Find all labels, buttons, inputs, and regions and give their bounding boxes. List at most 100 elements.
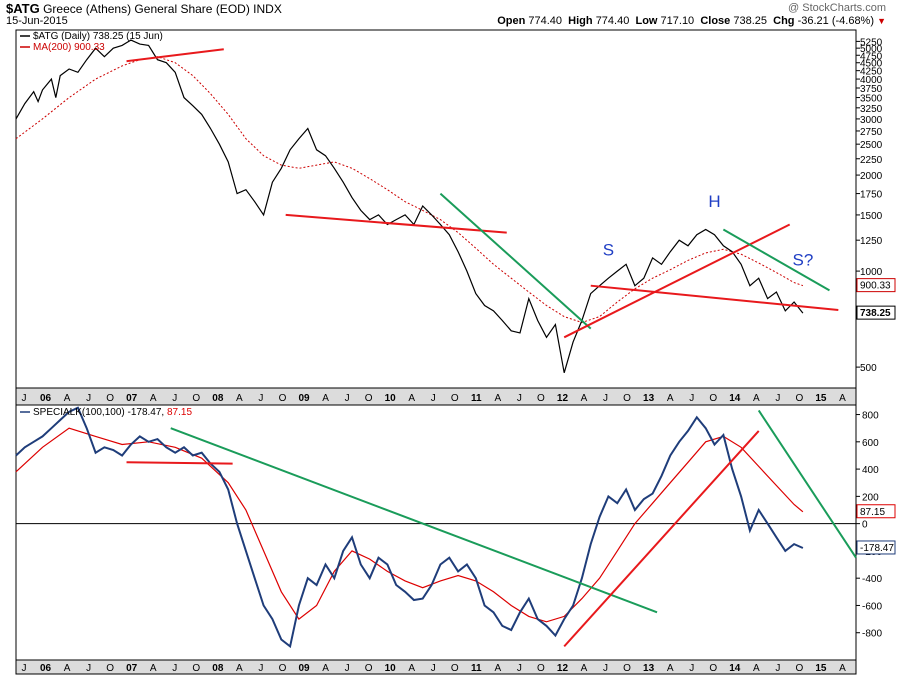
price-y-tick-label: 2000 — [860, 171, 883, 182]
price-month-tick: 11 — [471, 393, 482, 404]
price-month-tick: A — [495, 393, 502, 404]
indicator-y-tick-label: 800 — [862, 411, 879, 422]
indicator-month-tick: 12 — [557, 663, 569, 674]
close-value: 738.25 — [733, 15, 767, 27]
price-trendline-green — [722, 228, 830, 292]
price-month-tick: O — [279, 393, 287, 404]
price-month-tick: 14 — [729, 393, 741, 404]
indicator-y-tick-label: 0 — [862, 520, 868, 531]
indicator-trendline-green — [170, 427, 658, 614]
price-trendline-red — [563, 223, 791, 339]
indicator-month-tick: A — [150, 663, 157, 674]
high-label: High — [568, 15, 593, 27]
indicator-month-tick: J — [86, 663, 91, 674]
indicator-panel-frame — [15, 404, 857, 661]
indicator-month-tick: 13 — [643, 663, 655, 674]
price-y-tick-label: 4000 — [860, 75, 883, 86]
low-label: Low — [635, 15, 658, 27]
price-y-tick-label: 2250 — [860, 155, 883, 166]
pattern-label: S — [603, 240, 614, 259]
price-y-tick-label: 4500 — [860, 59, 883, 70]
chg-label: Chg — [773, 15, 795, 27]
specialk-value-callout: -178.47 — [856, 540, 896, 555]
price-month-tick: A — [150, 393, 157, 404]
indicator-y-tick-label: 400 — [862, 465, 879, 476]
indicator-month-tick: A — [581, 663, 588, 674]
price-y-tick-label: 3250 — [860, 104, 883, 115]
indicator-month-tick: O — [709, 663, 717, 674]
indicator-month-tick: O — [365, 663, 373, 674]
price-y-tick-label: 2750 — [860, 127, 883, 138]
indicator-trendline-red — [126, 461, 233, 465]
indicator-month-tick: O — [537, 663, 545, 674]
price-month-tick: 09 — [298, 393, 310, 404]
price-month-tick: O — [623, 393, 631, 404]
indicator-trendline-green — [757, 409, 857, 559]
symbol-name: Greece (Athens) General Share (EOD) — [43, 2, 250, 16]
price-month-tick: O — [106, 393, 114, 404]
price-month-tick: O — [709, 393, 717, 404]
indicator-month-tick: 10 — [385, 663, 397, 674]
specialk-line — [15, 406, 804, 649]
price-month-tick: J — [86, 393, 91, 404]
price-month-tick: A — [581, 393, 588, 404]
price-month-tick: O — [451, 393, 459, 404]
symbol-title: $ATG Greece (Athens) General Share (EOD)… — [6, 1, 282, 16]
price-value-callout: 738.25 — [856, 305, 896, 320]
legend-entry: $ATG (Daily) 738.25 (15 Jun) — [33, 31, 163, 42]
price-month-tick: J — [431, 393, 436, 404]
price-month-tick: A — [64, 393, 71, 404]
pattern-label: H — [708, 192, 720, 211]
exchange: INDX — [253, 2, 282, 16]
price-month-tick: A — [753, 393, 760, 404]
indicator-month-tick: A — [322, 663, 329, 674]
price-y-tick-label: 1250 — [860, 236, 883, 247]
signal-line — [15, 427, 804, 623]
price-month-tick: 12 — [557, 393, 569, 404]
price-month-tick: J — [517, 393, 522, 404]
indicator-month-tick: 15 — [815, 663, 827, 674]
price-month-tick: J — [258, 393, 263, 404]
price-month-tick: 10 — [385, 393, 397, 404]
price-month-tick: J — [603, 393, 608, 404]
svg-text:-178.47: -178.47 — [860, 543, 894, 554]
svg-text:900.33: 900.33 — [860, 281, 891, 292]
price-y-tick-label: 4250 — [860, 67, 883, 78]
watermark: @ StockCharts.com — [788, 2, 886, 14]
indicator-month-tick: J — [517, 663, 522, 674]
indicator-month-tick: 06 — [40, 663, 52, 674]
indicator-month-tick: A — [839, 663, 846, 674]
indicator-month-tick: A — [495, 663, 502, 674]
price-y-tick-label: 3500 — [860, 94, 883, 105]
price-y-tick-label: 3000 — [860, 115, 883, 126]
indicator-month-tick: J — [172, 663, 177, 674]
open-label: Open — [497, 15, 526, 27]
price-month-tick: 08 — [212, 393, 224, 404]
price-month-tick: O — [537, 393, 545, 404]
ma200-line — [15, 56, 804, 324]
price-panel-frame — [15, 29, 857, 389]
price-month-tick: J — [345, 393, 350, 404]
price-month-tick: 15 — [815, 393, 827, 404]
indicator-y-tick-label: 200 — [862, 492, 879, 503]
indicator-month-tick: O — [279, 663, 287, 674]
indicator-month-tick: 07 — [126, 663, 138, 674]
price-y-tick-label: 500 — [860, 363, 877, 374]
price-month-tick: O — [795, 393, 803, 404]
price-y-tick-label: 3750 — [860, 84, 883, 95]
indicator-month-tick: A — [667, 663, 674, 674]
indicator-month-tick: 14 — [729, 663, 741, 674]
price-y-tick-label: 1500 — [860, 211, 883, 222]
indicator-month-tick: J — [22, 663, 27, 674]
price-month-tick: A — [667, 393, 674, 404]
quote-bar: Open 774.40 High 774.40 Low 717.10 Close… — [497, 15, 886, 27]
indicator-month-tick: J — [603, 663, 608, 674]
high-value: 774.40 — [595, 15, 630, 27]
indicator-y-tick-label: 600 — [862, 438, 879, 449]
price-month-tick: 13 — [643, 393, 655, 404]
header-date: 15-Jun-2015 — [6, 15, 68, 27]
indicator-month-tick: J — [258, 663, 263, 674]
indicator-month-tick: O — [795, 663, 803, 674]
